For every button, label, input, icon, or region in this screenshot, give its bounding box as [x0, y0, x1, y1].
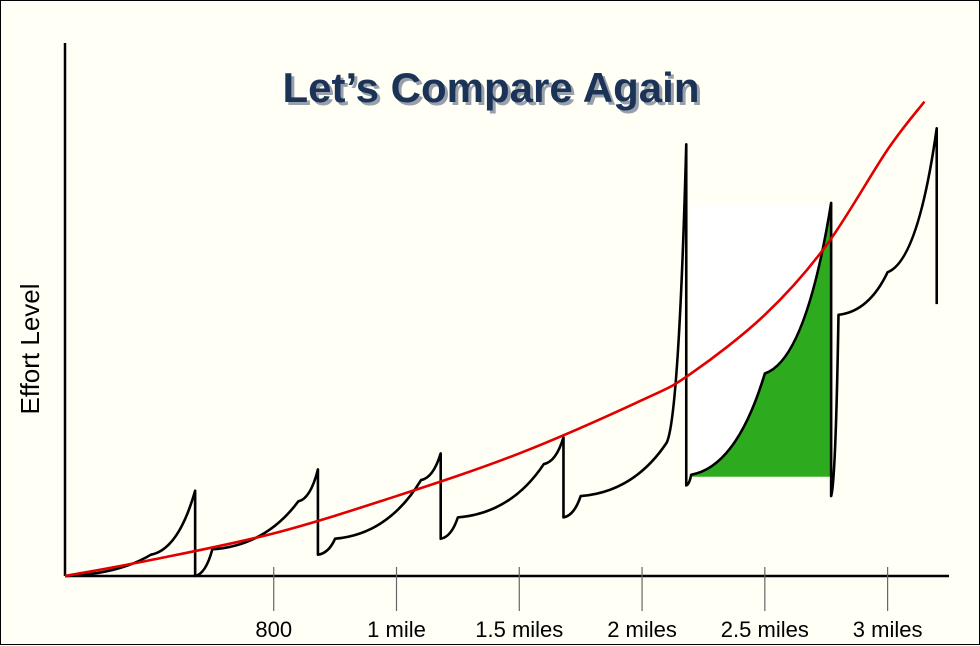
x-tick-label: 1.5 miles: [475, 617, 563, 642]
chart-title-text: Let’s Compare Again: [283, 64, 700, 111]
x-tick-label: 3 miles: [853, 617, 923, 642]
y-axis-label: Effort Level: [15, 283, 45, 414]
chart-title-shadow: Let’s Compare Again: [286, 67, 703, 114]
x-tick-label: 2 miles: [607, 617, 677, 642]
x-tick-label: 800: [255, 617, 292, 642]
interval-effort-line: [64, 126, 939, 578]
x-ticks: 800 1 mile 1.5 miles 2 miles 2.5 miles 3 mile…: [255, 567, 922, 642]
x-tick-label: 2.5 miles: [721, 617, 809, 642]
steady-effort-line: [64, 100, 926, 578]
highlight-area: [691, 202, 832, 477]
x-tick-label: 1 mile: [367, 617, 426, 642]
series-layer: [64, 100, 939, 578]
axes: [63, 43, 949, 578]
chart-title: Let’s Compare Again Let’s Compare Again: [283, 64, 703, 114]
highlight-layer: [691, 202, 832, 477]
